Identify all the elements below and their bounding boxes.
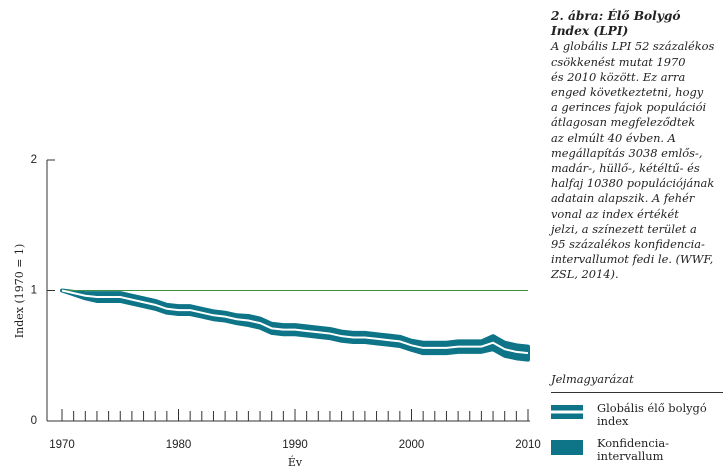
- caption-line: madár-, hüllő-, kétéltű- és: [551, 161, 700, 176]
- x-tick-label: 1970: [49, 439, 75, 451]
- caption-line: enged következtetni, hogy: [551, 85, 704, 100]
- y-tick-label: 2: [31, 154, 37, 166]
- caption-line: csökkenést mutat 1970: [551, 54, 686, 69]
- caption-line: vonal az index értékét: [551, 206, 679, 221]
- caption-line: jelzi, a színezett terület a: [551, 221, 697, 236]
- y-tick-label: 1: [31, 285, 37, 297]
- caption-line: A globális LPI 52 százalékos: [551, 39, 715, 54]
- caption-line: az elmúlt 40 évben. A: [551, 130, 676, 145]
- legend-label: Konfidencia-intervallum: [597, 436, 670, 463]
- legend-title: Jelmagyarázat: [551, 372, 723, 393]
- legend-entry: Konfidencia-intervallum: [551, 437, 723, 463]
- caption-line: a gerinces fajok populációi: [551, 100, 707, 115]
- caption-line: intervallumot fedi le. (WWF,: [551, 252, 714, 267]
- index-line: [61, 289, 529, 355]
- caption: 2. ábra: Élő Bolygó Index (LPI) A globál…: [551, 9, 726, 283]
- y-axis-label: Index (1970 = 1): [13, 244, 26, 338]
- caption-line: 95 százalékos konfidencia-: [551, 237, 705, 252]
- chart: Index (1970 = 1) Év 0 1 2 1970 1980 1990 2000 2…: [13, 154, 541, 469]
- caption-body: A globális LPI 52 százalékos csökkenést m…: [551, 39, 726, 282]
- x-tick-label: 1990: [282, 439, 308, 451]
- x-axis-label: Év: [288, 455, 303, 469]
- caption-line: átlagosan megfeleződtek: [551, 115, 696, 130]
- y-tick-label: 0: [31, 415, 37, 427]
- legend: Jelmagyarázat Globális élő bolygó index …: [551, 372, 723, 472]
- legend-label: Globális élő bolygó index: [597, 401, 707, 428]
- caption-line: és 2010 között. Ez arra: [551, 69, 686, 84]
- legend-swatch-index: [551, 405, 583, 419]
- confidence-band: [60, 288, 530, 362]
- caption-line: megállapítás 3038 emlős-,: [551, 145, 703, 160]
- legend-entry: Globális élő bolygó index: [551, 402, 723, 428]
- swatch-band: [551, 440, 583, 455]
- x-tick-label: 2000: [399, 439, 425, 451]
- caption-line: ZSL, 2014).: [551, 267, 619, 282]
- swatch-line: [551, 410, 583, 414]
- caption-line: adatain alapszik. A fehér: [551, 191, 695, 206]
- caption-line: halfaj 10380 populációjának: [551, 176, 715, 191]
- caption-title: 2. ábra: Élő Bolygó Index (LPI): [551, 9, 681, 39]
- legend-swatch-band: [551, 440, 583, 455]
- x-tick-label: 1980: [166, 439, 192, 451]
- x-tick-label: 2010: [515, 439, 541, 451]
